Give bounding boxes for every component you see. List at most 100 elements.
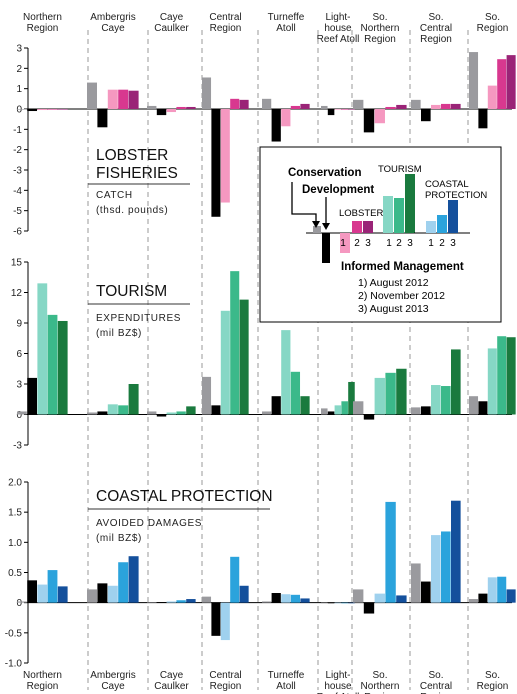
bar-management-3	[239, 585, 249, 603]
region-label-bottom: So.	[372, 670, 387, 681]
bar-management-3	[506, 55, 516, 109]
legend-bar-coastal	[448, 200, 458, 233]
bar-conservation	[17, 601, 27, 603]
bar-development	[363, 414, 375, 420]
bar-management-2	[341, 109, 348, 110]
bar-management-1	[431, 535, 441, 603]
bar-management-2	[385, 501, 396, 603]
legend-bar-tourism	[405, 174, 415, 233]
region-label-top: Northern	[361, 23, 400, 34]
y-tick-label: 0	[16, 410, 22, 421]
panel-title: LOBSTER	[96, 147, 168, 164]
legend-number: 2	[439, 238, 445, 249]
bar-management-1	[487, 577, 497, 603]
bar-management-2	[230, 98, 240, 109]
y-tick-label: 15	[11, 258, 23, 269]
bar-management-3	[396, 104, 407, 109]
panel-lobster: 3210-1-2-3-4-5-6LOBSTERFISHERIESCATCH(th…	[13, 44, 516, 238]
region-label-top: Region	[210, 23, 242, 34]
legend-bar-lobster	[363, 221, 373, 233]
region-label-top: Region	[27, 23, 59, 34]
bar-management-3	[300, 103, 310, 109]
bar-management-2	[176, 106, 186, 109]
bar-management-2	[385, 372, 396, 415]
bar-development	[363, 602, 375, 614]
bar-conservation	[262, 601, 272, 603]
legend-item: 3) August 2013	[358, 303, 429, 315]
bar-conservation	[321, 105, 328, 109]
bar-conservation	[147, 411, 157, 415]
region-label-top: Northern	[23, 12, 62, 23]
legend-bar-conservation	[313, 226, 321, 233]
legend-label-coastal: PROTECTION	[425, 190, 487, 201]
legend-box	[259, 146, 502, 323]
region-label-bottom: Region	[27, 681, 59, 692]
bar-management-1	[281, 594, 291, 603]
bar-development	[271, 396, 281, 415]
region-label-top: house	[324, 23, 352, 34]
region-label-bottom: Atoll	[276, 681, 295, 692]
region-label-bottom: Northern	[361, 681, 400, 692]
region-label-bottom: Turneffe	[268, 670, 305, 681]
bar-conservation	[469, 599, 479, 603]
region-label-bottom: Caye	[160, 670, 184, 681]
bar-management-1	[220, 602, 230, 641]
bar-conservation	[469, 52, 479, 109]
region-label-bottom: Northern	[23, 670, 62, 681]
bar-management-3	[506, 337, 516, 415]
legend-number: 3	[450, 238, 456, 249]
bar-conservation	[262, 411, 272, 415]
bar-development	[421, 406, 431, 415]
bar-development	[211, 109, 221, 217]
bar-management-3	[186, 406, 196, 415]
bar-management-1	[37, 283, 48, 415]
legend-bar-tourism	[394, 198, 404, 233]
y-tick-label: 6	[16, 349, 22, 360]
panel-subtitle: AVOIDED DAMAGES	[96, 518, 202, 529]
bar-management-3	[128, 90, 139, 109]
bar-development	[327, 602, 335, 604]
region-label-bottom: Central	[209, 670, 241, 681]
y-tick-label: -3	[13, 441, 22, 452]
y-tick-label: -5	[13, 206, 22, 217]
bar-management-2	[230, 271, 240, 415]
legend-label-tourism: TOURISM	[378, 164, 422, 175]
bar-management-2	[341, 401, 348, 415]
bar-management-3	[300, 396, 310, 415]
region-label-top: Ambergris	[90, 12, 136, 23]
bar-management-3	[186, 599, 196, 603]
legend-number: 2	[396, 238, 402, 249]
bar-management-2	[441, 386, 451, 415]
bar-conservation	[469, 396, 479, 415]
bar-management-1	[37, 109, 48, 111]
bar-development	[421, 581, 431, 603]
bar-development	[363, 109, 375, 133]
region-labels-bottom: NorthernRegionAmbergrisCayeCayeCaulkerCe…	[23, 670, 508, 694]
bar-management-2	[441, 103, 451, 109]
region-label-top: Caye	[101, 23, 125, 34]
y-tick-label: -1.0	[5, 659, 23, 670]
bar-management-2	[385, 106, 396, 109]
chart-panels: 3210-1-2-3-4-5-6LOBSTERFISHERIESCATCH(th…	[5, 44, 516, 670]
bar-management-1	[374, 377, 385, 415]
bar-conservation	[411, 563, 421, 603]
region-label-top: Caulker	[154, 23, 189, 34]
bar-development	[271, 109, 281, 142]
region-label-bottom: Light-	[325, 670, 350, 681]
y-tick-label: 3	[16, 44, 22, 55]
legend-bar-coastal	[437, 215, 447, 233]
bar-management-1	[431, 385, 441, 415]
panel-title: FISHERIES	[96, 165, 178, 182]
bar-conservation	[202, 376, 212, 415]
bar-management-3	[128, 384, 139, 415]
legend-arrowhead-conservation	[312, 221, 320, 228]
region-label-top: Caye	[160, 12, 184, 23]
legend-number: 1	[428, 238, 434, 249]
legend-bar-coastal	[426, 221, 436, 233]
legend-label-lobster: LOBSTER	[339, 208, 383, 219]
legend-arrow-conservation	[291, 182, 317, 225]
bar-management-1	[166, 109, 177, 113]
bar-management-1	[374, 593, 385, 603]
